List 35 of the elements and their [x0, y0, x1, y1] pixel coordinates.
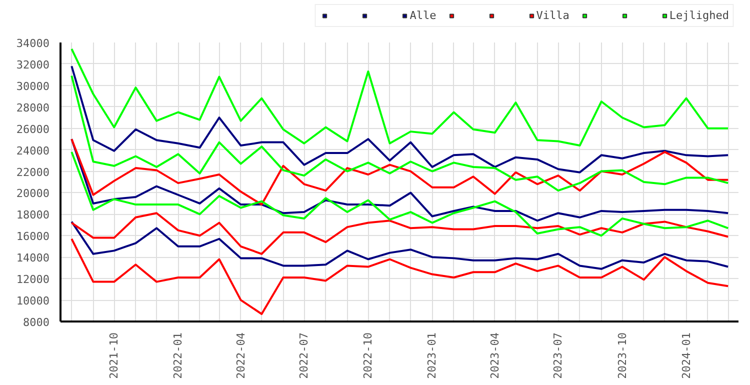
x-tick-label: 2021-10	[108, 332, 121, 379]
y-tick-label: 10000	[16, 294, 50, 308]
y-tick-label: 20000	[16, 187, 50, 200]
line-series	[70, 220, 730, 270]
y-tick-label: 16000	[16, 230, 50, 244]
x-tick-label: 2022-10	[362, 332, 375, 379]
y-tick-label: 34000	[16, 37, 50, 50]
y-tick-label: 30000	[16, 80, 50, 93]
legend-label: Villa	[536, 9, 570, 22]
y-tick-label: 12000	[16, 273, 50, 286]
line-series	[70, 65, 730, 174]
y-tick-label: 26000	[16, 122, 50, 136]
line-series	[70, 212, 730, 255]
line-series	[70, 238, 730, 315]
y-tick-label: 24000	[16, 144, 50, 158]
x-tick-label: 2023-04	[488, 332, 502, 379]
y-tick-label: 14000	[16, 252, 50, 265]
x-tick-label: 2023-10	[616, 332, 629, 379]
x-tick-label: 2023-07	[552, 332, 565, 379]
x-tick-label: 2023-01	[426, 332, 439, 379]
line-series	[70, 150, 730, 237]
y-tick-label: 32000	[16, 58, 50, 72]
y-tick-label: 28000	[16, 101, 50, 114]
y-tick-label: 18000	[16, 208, 50, 222]
x-tick-label: 2022-07	[298, 332, 311, 379]
y-tick-label: 8000	[23, 316, 50, 329]
line-series	[70, 74, 730, 192]
x-tick-label: 2022-01	[172, 332, 185, 379]
line-series	[70, 138, 730, 206]
legend-label: Alle	[410, 9, 436, 22]
legend-label: Lejlighed	[669, 9, 729, 22]
line-series	[70, 48, 730, 147]
x-tick-label: 2022-04	[234, 332, 248, 379]
x-tick-label: 2024-01	[680, 332, 693, 379]
y-tick-label: 22000	[16, 166, 50, 179]
